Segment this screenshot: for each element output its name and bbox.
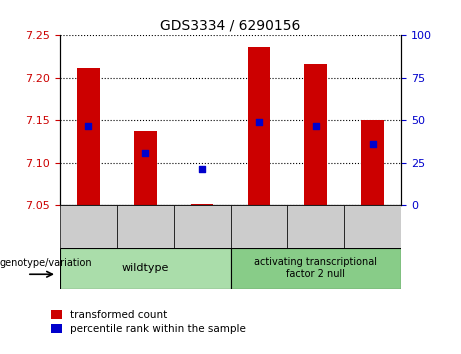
Text: activating transcriptional
factor 2 null: activating transcriptional factor 2 null [254, 257, 377, 279]
Bar [304, 64, 327, 205]
Point [369, 141, 376, 147]
Bar [60, 248, 230, 289]
Bar [134, 131, 157, 205]
Bar [60, 205, 117, 248]
Text: wildtype: wildtype [122, 263, 169, 273]
Bar [361, 120, 384, 205]
Legend: transformed count, percentile rank within the sample: transformed count, percentile rank withi… [51, 310, 246, 334]
Text: genotype/variation: genotype/variation [0, 258, 93, 268]
Point [85, 124, 92, 129]
Point [198, 166, 206, 172]
Bar [174, 205, 230, 248]
Bar [77, 68, 100, 205]
Bar [344, 205, 401, 248]
Bar [117, 205, 174, 248]
Bar [230, 205, 287, 248]
Bar [248, 47, 270, 205]
Point [255, 119, 263, 125]
Point [142, 150, 149, 155]
Title: GDS3334 / 6290156: GDS3334 / 6290156 [160, 19, 301, 33]
Point [312, 124, 319, 129]
Bar [287, 205, 344, 248]
Bar [230, 248, 401, 289]
